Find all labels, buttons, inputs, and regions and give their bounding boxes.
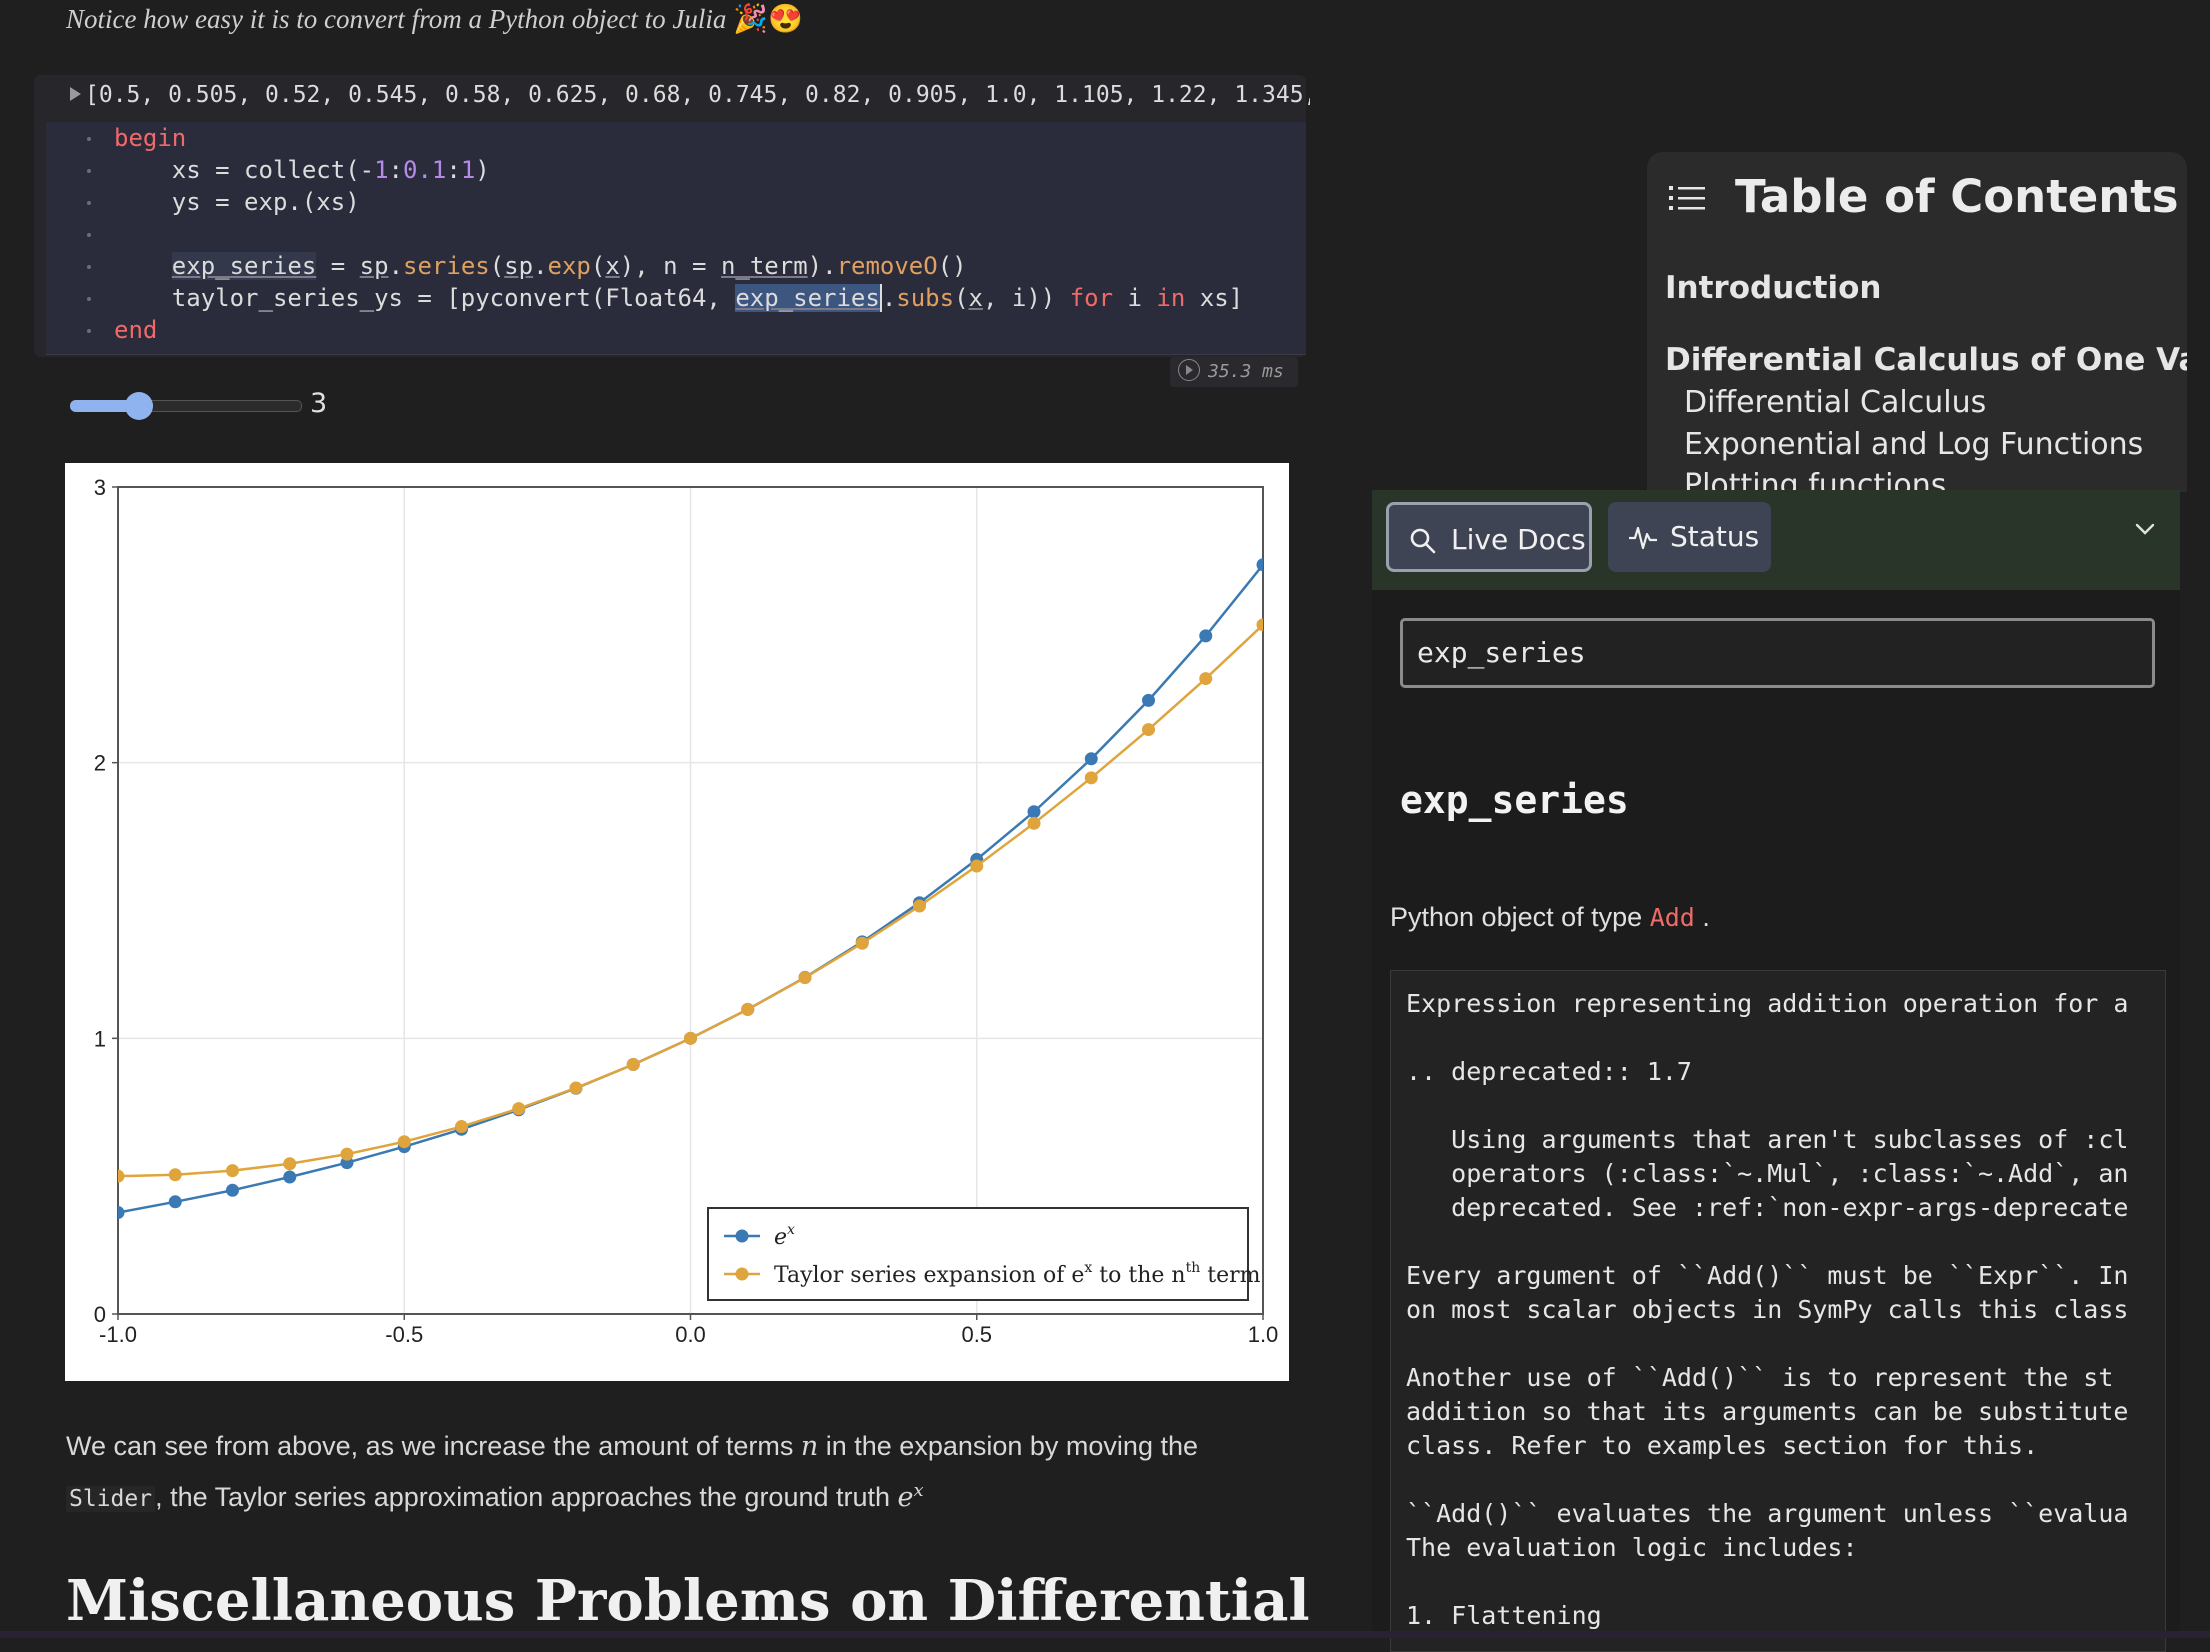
docs-header: Live Docs Status — [1372, 490, 2180, 590]
data-point — [569, 1081, 583, 1095]
data-point — [970, 859, 984, 873]
data-point — [226, 1164, 239, 1178]
legend-label: Taylor series expansion of ex to the nth… — [774, 1260, 1261, 1288]
data-point — [283, 1157, 297, 1171]
y-tick-label: 0 — [94, 1302, 106, 1327]
data-point — [1084, 752, 1098, 766]
expand-triangle-icon[interactable] — [70, 87, 81, 101]
run-icon[interactable] — [1178, 359, 1200, 381]
data-point — [1199, 629, 1213, 643]
legend-label: ex — [774, 1222, 795, 1250]
data-point — [283, 1170, 297, 1184]
live-docs-tab[interactable]: Live Docs — [1386, 502, 1592, 572]
x-tick-label: -1.0 — [99, 1322, 137, 1347]
data-point — [1199, 672, 1213, 686]
slider-code: Slider — [66, 1486, 156, 1512]
notice-text: Notice how easy it is to convert from a … — [66, 4, 803, 35]
status-tab[interactable]: Status — [1608, 502, 1771, 572]
plot-svg: -1.0 -0.5 0.0 0.5 1.0 0 1 2 3 ex Taylor series exp… — [94, 475, 1279, 1347]
legend-marker — [735, 1229, 749, 1243]
data-point — [118, 1206, 125, 1220]
data-point — [512, 1102, 526, 1116]
data-point — [168, 1195, 182, 1209]
type-link[interactable]: Add — [1649, 903, 1695, 932]
data-point — [340, 1147, 354, 1161]
data-point — [1027, 805, 1041, 819]
data-point — [626, 1058, 640, 1072]
data-point — [168, 1168, 182, 1182]
docs-body[interactable]: Expression representing addition operati… — [1390, 970, 2166, 1652]
x-tick-label: 0.0 — [675, 1322, 706, 1347]
data-point — [1256, 618, 1263, 632]
data-point — [913, 899, 926, 913]
slider-thumb[interactable] — [125, 392, 153, 420]
x-tick-label: 1.0 — [1248, 1322, 1279, 1347]
code-editor[interactable]: begin xs = collect(-1:0.1:1) ys = exp.(x… — [46, 122, 1306, 355]
data-point — [684, 1031, 697, 1045]
live-docs-panel[interactable]: Live Docs Status exp_series exp_series P… — [1372, 490, 2180, 1652]
bottom-bar — [0, 1631, 2210, 1638]
docs-type-line: Python object of type Add . — [1390, 902, 1710, 932]
party-emoji: 🎉😍 — [733, 4, 803, 35]
docs-search-input[interactable]: exp_series — [1400, 618, 2155, 688]
search-icon — [1410, 528, 1436, 554]
legend-box — [707, 1207, 1249, 1301]
data-point — [118, 1169, 125, 1183]
data-point — [855, 936, 869, 950]
chevron-down-icon[interactable] — [2134, 522, 2156, 536]
section-heading: Miscellaneous Problems on Differential — [66, 1568, 1310, 1634]
series-1 — [118, 618, 1263, 1183]
slider-value: 3 — [310, 388, 328, 419]
data-point — [455, 1120, 468, 1134]
y-tick-label: 1 — [94, 1026, 106, 1051]
runtime-indicator[interactable]: 35.3 ms — [1170, 357, 1298, 387]
data-point — [226, 1183, 239, 1197]
explanation-paragraph: We can see from above, as we increase th… — [66, 1431, 1198, 1513]
legend-marker — [735, 1267, 749, 1281]
y-tick-label: 3 — [94, 475, 106, 500]
toc-item-differential-calculus-one-variable[interactable]: Differential Calculus of One Vari... — [1665, 342, 2187, 378]
data-point — [1142, 693, 1155, 707]
data-point — [1256, 558, 1263, 572]
activity-icon — [1629, 526, 1657, 550]
selected-token: exp_series — [735, 284, 880, 312]
toc-title: Table of Contents — [1735, 170, 2179, 223]
data-point — [798, 971, 812, 985]
toc-item-plotting-functions[interactable]: Plotting functions — [1684, 468, 1947, 492]
table-of-contents[interactable]: Table of Contents Introduction Different… — [1647, 152, 2187, 492]
toc-item-exponential-log[interactable]: Exponential and Log Functions — [1684, 427, 2144, 462]
data-point — [1027, 816, 1041, 830]
data-point — [1084, 771, 1098, 785]
data-point — [741, 1002, 755, 1016]
x-tick-label: -0.5 — [385, 1322, 423, 1347]
list-icon — [1669, 186, 1705, 210]
y-tick-label: 2 — [94, 751, 106, 776]
docs-title: exp_series — [1400, 778, 1629, 822]
data-point — [397, 1135, 411, 1149]
docs-text: Expression representing addition operati… — [1406, 989, 2129, 1630]
toc-item-differential-calculus[interactable]: Differential Calculus — [1684, 385, 1987, 420]
n-term-slider[interactable] — [70, 392, 302, 420]
data-point — [1142, 723, 1155, 737]
toc-item-introduction[interactable]: Introduction — [1665, 270, 1882, 306]
cell-output[interactable]: [0.5, 0.505, 0.52, 0.545, 0.58, 0.625, 0… — [70, 82, 1310, 108]
taylor-plot: -1.0 -0.5 0.0 0.5 1.0 0 1 2 3 ex Taylor series exp… — [65, 463, 1289, 1381]
x-tick-label: 0.5 — [961, 1322, 992, 1347]
